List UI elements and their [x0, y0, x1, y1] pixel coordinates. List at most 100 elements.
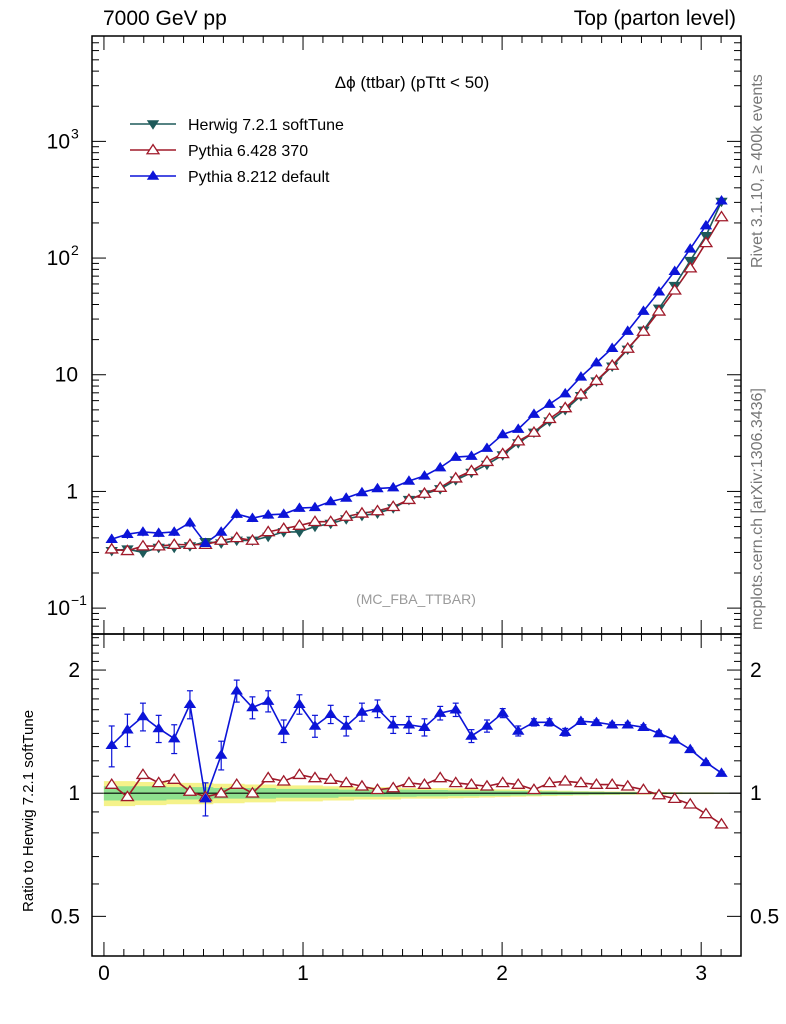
pythia8-marker: [668, 265, 681, 275]
pythia8-ratio-marker: [543, 716, 556, 727]
pythia8-ratio-marker: [183, 698, 197, 709]
pythia8-ratio-marker: [152, 722, 165, 733]
pythia6-marker: [589, 374, 604, 386]
legend-label-0: Herwig 7.2.1 softTune: [188, 117, 344, 134]
pythia6-marker: [464, 464, 479, 476]
pythia8-ratio-marker: [293, 698, 306, 709]
main-y-tick-exponent: 2: [71, 242, 79, 258]
ratio-frame: [91, 633, 742, 957]
pythia8-marker: [261, 509, 275, 519]
pythia8-marker: [277, 508, 290, 518]
ratio-y-tick-label-left: 2: [68, 659, 80, 682]
process-label: Top (parton level): [573, 7, 736, 30]
pythia8-ratio-marker: [246, 701, 259, 712]
pythia6-marker: [604, 358, 620, 370]
pythia6-ratio-marker: [401, 776, 417, 788]
pythia6-ratio-marker: [651, 788, 667, 800]
pythia8-marker: [246, 512, 259, 522]
pythia6-marker: [386, 500, 401, 512]
pythia8-ratio-marker: [496, 707, 509, 717]
pythia8-marker: [512, 423, 525, 433]
pythia6-marker: [104, 542, 119, 554]
pythia8-ratio-marker: [230, 685, 243, 695]
pythia8-ratio-marker: [261, 695, 275, 705]
pythia8-marker: [715, 195, 728, 205]
pythia6-marker: [698, 236, 714, 248]
pythia6-marker: [182, 538, 198, 550]
pythia6-marker: [542, 412, 557, 424]
pythia8-marker: [605, 342, 619, 352]
pythia8-ratio-marker: [433, 707, 447, 717]
x-tick-label: 0: [98, 962, 110, 985]
pythia6-marker: [573, 387, 589, 399]
pythia6-ratio-marker: [479, 779, 495, 791]
pythia8-marker: [340, 492, 353, 502]
pythia8-ratio-marker: [355, 706, 369, 716]
pythia8-marker: [387, 481, 400, 492]
pythia6-ratio-marker: [260, 771, 276, 783]
pythia8-marker: [152, 527, 165, 537]
pythia8-marker: [574, 371, 588, 381]
ratio-series-line-0: [111, 773, 722, 825]
pythia8-ratio-marker: [387, 719, 400, 729]
pythia8-ratio-marker: [136, 710, 150, 721]
x-tick-label: 2: [496, 962, 508, 985]
main-y-tick-label: 10: [47, 597, 70, 620]
pythia8-marker: [105, 533, 118, 543]
pythia6-marker: [292, 518, 307, 530]
pythia6-marker: [339, 509, 354, 521]
pythia8-marker: [215, 526, 228, 536]
pythia8-ratio-marker: [215, 749, 228, 759]
legend-marker-pythia6: [145, 143, 161, 155]
pythia6-marker: [495, 447, 510, 459]
pythia6-ratio-marker: [151, 776, 166, 788]
pythia6-marker: [307, 515, 323, 527]
pythia8-ratio-marker: [199, 792, 212, 803]
pythia6-ratio-marker: [229, 777, 244, 789]
pythia6-ratio-marker: [526, 783, 542, 795]
pythia6-ratio-marker: [135, 768, 151, 780]
pythia8-ratio-marker: [168, 732, 181, 743]
pythia8-marker: [371, 482, 384, 493]
pythia6-ratio-marker: [370, 783, 385, 795]
pythia6-ratio-marker: [589, 777, 604, 789]
pythia6-marker: [120, 544, 135, 556]
pythia8-ratio-marker: [715, 767, 728, 777]
collision-label: 7000 GeV pp: [103, 7, 227, 30]
ratio-y-axis-label: Ratio to Herwig 7.2.1 softTune: [20, 709, 37, 912]
main-y-tick-label: 10: [47, 130, 70, 153]
series-line-0: [111, 201, 723, 554]
pythia8-marker: [308, 501, 322, 512]
pythia8-ratio-marker: [590, 716, 603, 727]
pythia6-ratio-marker: [620, 779, 635, 791]
pythia6-ratio-marker: [683, 797, 698, 809]
pythia8-ratio-marker: [371, 702, 384, 713]
pythia8-marker: [168, 526, 181, 536]
main-y-tick-label: 10: [55, 364, 78, 387]
pythia8-ratio-marker: [465, 730, 478, 740]
pythia8-ratio-marker: [574, 715, 588, 725]
pythia8-ratio-marker: [308, 720, 322, 730]
series-line-1: [111, 216, 723, 552]
ratio-panel: 0.5 0.5 1 1 2 2 0 1 2 3: [51, 633, 779, 985]
pythia6-ratio-marker: [714, 817, 729, 829]
pythia8-marker: [684, 243, 697, 253]
pythia8-marker: [559, 387, 572, 398]
pythia8-ratio-marker: [402, 719, 416, 729]
main-y-tick-label: 1: [66, 480, 78, 503]
pythia8-marker: [293, 502, 306, 512]
legend-marker-herwig: [146, 120, 160, 130]
pythia8-ratio-marker: [324, 708, 337, 718]
pythia8-marker: [621, 325, 634, 335]
pythia6-marker: [432, 480, 448, 492]
pythia6-marker: [276, 522, 291, 534]
rivet-version-label: Rivet 3.1.10, ≥ 400k events: [749, 74, 766, 268]
pythia6-marker: [229, 531, 244, 543]
main-y-tick-exponent: −1: [71, 592, 87, 608]
ratio-y-tick-label-right: 2: [750, 659, 762, 682]
main-y-tick-label: 10: [47, 247, 70, 270]
plot-title: Δϕ (ttbar) (pTtt < 50): [335, 73, 490, 92]
pythia8-marker: [230, 508, 243, 518]
pythia6-marker: [479, 455, 495, 467]
pythia6-ratio-marker: [558, 774, 573, 786]
